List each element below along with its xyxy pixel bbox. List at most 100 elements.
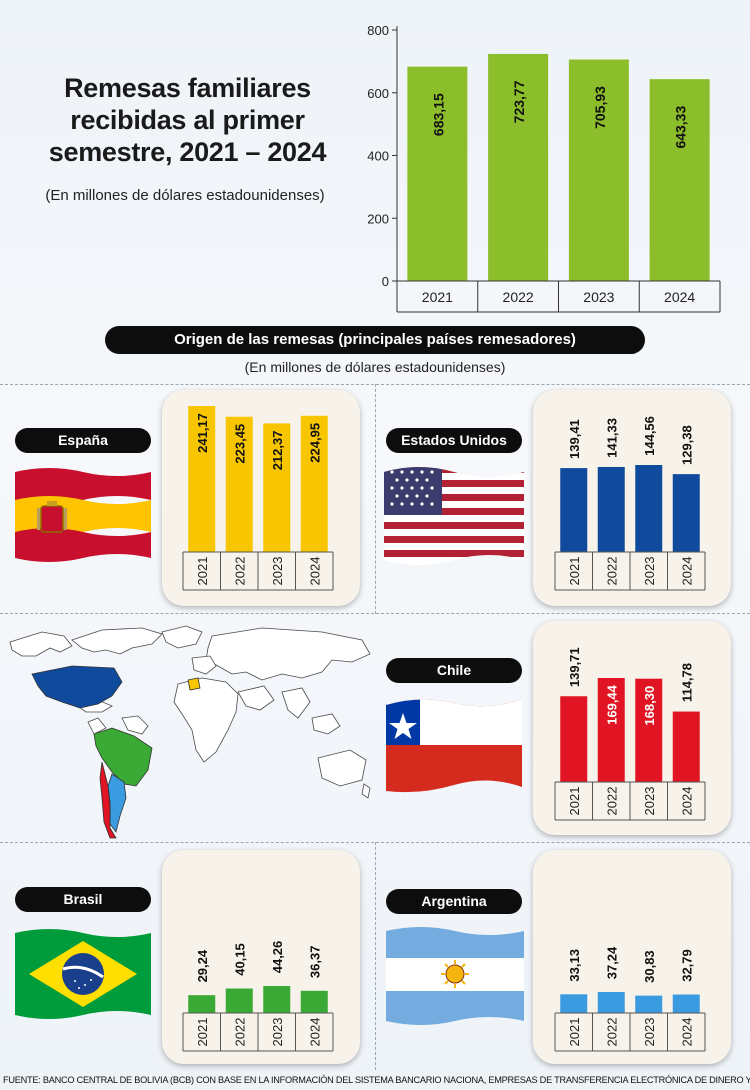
map-brazil [93, 727, 153, 787]
map-chile [99, 761, 117, 839]
separator-line [375, 384, 376, 614]
bar-value-label: 241,17 [195, 413, 210, 453]
x-tick-label: 2023 [642, 557, 657, 586]
x-tick-label: 2024 [679, 1018, 694, 1047]
spain-flag-icon [15, 468, 151, 562]
x-tick-label: 2022 [232, 1018, 247, 1047]
country-label-usa: Estados Unidos [386, 428, 522, 453]
bar-value-label: 223,45 [232, 424, 247, 464]
source-note: FUENTE: BANCO CENTRAL DE BOLIVIA (BCB) C… [3, 1075, 750, 1085]
bar-value-label: 129,38 [679, 425, 694, 465]
brazil-mini-chart: 29,24 40,15 44,26 36,37 2021 2022 2023 2024 [182, 941, 334, 1052]
x-tick-label: 2022 [604, 787, 619, 816]
country-label-argentina: Argentina [386, 889, 522, 914]
bar [263, 986, 291, 1013]
bar [597, 466, 625, 552]
bar [225, 416, 253, 552]
x-tick-label: 2021 [422, 289, 453, 305]
x-tick-label: 2024 [664, 289, 695, 305]
x-tick-label: 2022 [604, 1018, 619, 1047]
bar-value-label: 705,93 [592, 86, 608, 129]
spain-mini-chart: 241,17 223,45 212,37 224,95 2021 2022 2023 2024 [182, 406, 334, 591]
bar [263, 423, 291, 552]
bar [225, 988, 253, 1013]
bar [649, 79, 710, 281]
bar-value-label: 643,33 [673, 106, 689, 149]
bar-value-label: 139,41 [567, 419, 582, 459]
usa-mini-chart: 139,41 141,33 144,56 129,38 2021 2022 2023 2024 [554, 416, 706, 591]
world-map-icon [9, 625, 371, 839]
bar [635, 995, 663, 1013]
x-tick-label: 2023 [642, 787, 657, 816]
bar [597, 992, 625, 1013]
map-spain [187, 677, 201, 691]
bar [407, 66, 468, 282]
bar-value-label: 29,24 [195, 949, 210, 982]
chile-flag-icon [386, 699, 522, 793]
separator-line [375, 842, 376, 1070]
y-tick-label: 800 [367, 23, 389, 38]
y-tick-label: 400 [367, 149, 389, 164]
bar-value-label: 144,56 [642, 416, 657, 456]
x-tick-label: 2021 [567, 557, 582, 586]
x-tick-label: 2021 [195, 1018, 210, 1047]
bar-value-label: 44,26 [270, 941, 285, 974]
country-label-brazil: Brasil [15, 887, 151, 912]
x-tick-label: 2021 [195, 557, 210, 586]
x-tick-label: 2024 [679, 557, 694, 586]
x-tick-label: 2021 [567, 1018, 582, 1047]
bar-value-label: 30,83 [642, 950, 657, 983]
bar-value-label: 683,15 [430, 93, 446, 136]
bar-value-label: 224,95 [307, 423, 322, 463]
bar [672, 711, 700, 782]
bar [672, 994, 700, 1013]
bar [597, 678, 625, 782]
bar [188, 995, 216, 1013]
bar-value-label: 37,24 [604, 946, 619, 979]
bar [568, 59, 629, 281]
bar [635, 465, 663, 552]
argentina-flag-icon [386, 927, 524, 1025]
bar-value-label: 141,33 [604, 418, 619, 458]
x-tick-label: 2023 [270, 1018, 285, 1047]
bar-value-label: 40,15 [232, 943, 247, 976]
y-tick-label: 200 [367, 211, 389, 226]
bar-value-label: 212,37 [270, 431, 285, 471]
chile-mini-chart: 139,71 169,44 168,30 114,78 2021 2022 2023 2024 [554, 647, 706, 821]
x-tick-label: 2022 [604, 557, 619, 586]
bar-value-label: 723,77 [511, 80, 527, 123]
bar-value-label: 36,37 [307, 946, 322, 979]
x-tick-label: 2024 [307, 1018, 322, 1047]
usa-flag-icon [384, 467, 524, 565]
origin-subtitle: (En millones de dólares estadounidenses) [244, 359, 506, 375]
bar-value-label: 139,71 [567, 647, 582, 687]
argentina-chart-card [533, 850, 731, 1064]
country-label-chile: Chile [386, 658, 522, 683]
x-tick-label: 2023 [642, 1018, 657, 1047]
y-tick-label: 600 [367, 86, 389, 101]
argentina-mini-chart: 33,13 37,24 30,83 32,79 2021 2022 2023 2024 [554, 946, 706, 1052]
y-tick-label: 0 [382, 274, 389, 289]
x-tick-label: 2024 [679, 787, 694, 816]
bar-value-label: 168,30 [642, 686, 657, 726]
map-usa [31, 665, 123, 709]
bar-value-label: 114,78 [679, 663, 694, 702]
x-tick-label: 2023 [583, 289, 614, 305]
origin-title-pill: Origen de las remesas (principales paíse… [105, 326, 645, 354]
bar [635, 678, 663, 782]
country-label-spain: España [15, 428, 151, 453]
main-bar-chart: 0 200 400 600 800 683,15 723,77 705,93 643,33 202… [367, 23, 721, 313]
x-tick-label: 2023 [270, 557, 285, 586]
bar-value-label: 169,44 [604, 684, 619, 725]
bar [672, 474, 700, 552]
bar [488, 53, 549, 282]
x-tick-label: 2022 [232, 557, 247, 586]
bar [560, 468, 588, 552]
x-tick-label: 2024 [307, 557, 322, 586]
x-tick-label: 2022 [503, 289, 534, 305]
bar [300, 990, 328, 1013]
chart-title: Remesas familiares recibidas al primer s… [48, 73, 327, 167]
bar [560, 994, 588, 1013]
bar-value-label: 32,79 [679, 949, 694, 982]
